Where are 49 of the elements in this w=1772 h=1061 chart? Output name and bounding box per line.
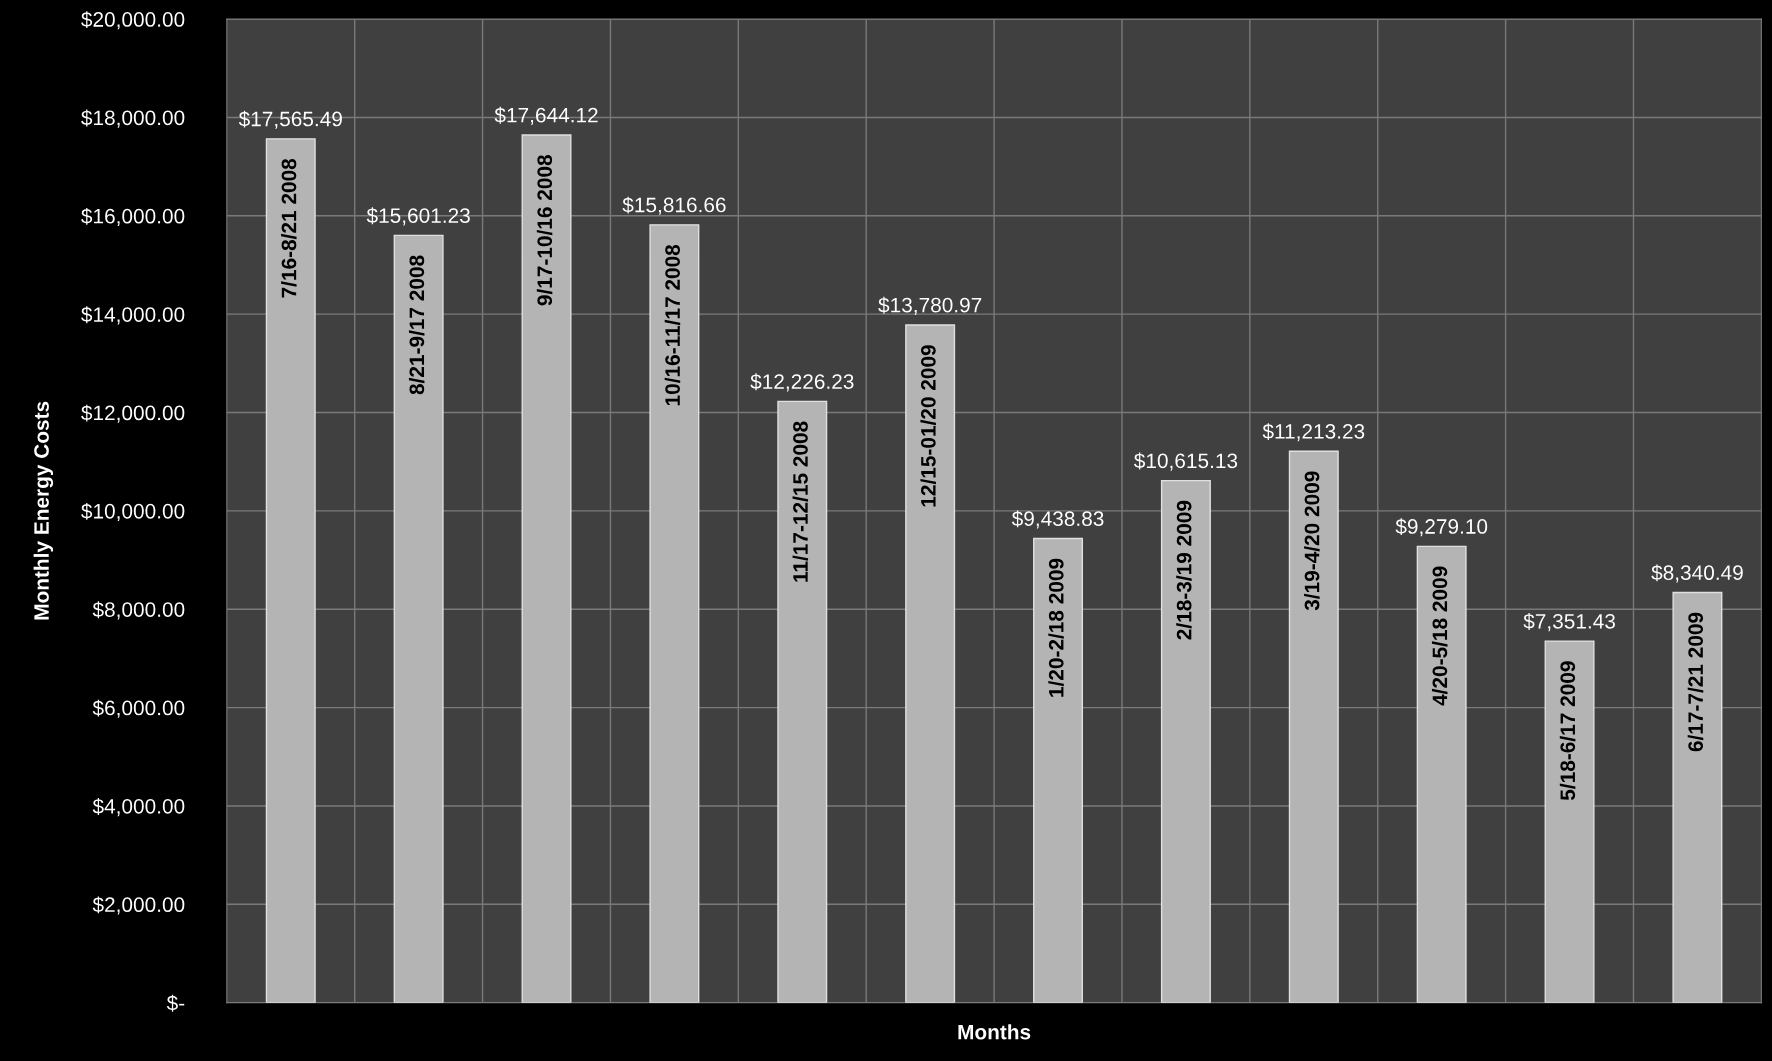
bar bbox=[393, 234, 444, 1003]
x-tick-label: 10/16-11/17 2008 bbox=[664, 244, 681, 406]
bar bbox=[265, 138, 316, 1003]
bar bbox=[1416, 545, 1467, 1003]
x-tick-label: 8/21-9/17 2008 bbox=[408, 255, 425, 395]
bar bbox=[905, 324, 956, 1003]
bar bbox=[777, 400, 828, 1003]
data-label: $7,351.43 bbox=[1523, 613, 1615, 632]
x-tick-label: 12/15-01/20 2009 bbox=[920, 345, 936, 507]
y-tick-label: $6,000.00 bbox=[92, 699, 185, 718]
bar bbox=[1033, 537, 1084, 1003]
bar bbox=[1672, 591, 1723, 1003]
data-label: $17,565.49 bbox=[238, 110, 342, 129]
y-tick-label: $2,000.00 bbox=[92, 896, 185, 915]
bar bbox=[649, 224, 700, 1003]
x-tick-label: 1/20-2/18 2009 bbox=[1048, 558, 1064, 697]
x-tick-label: 3/19-4/20 2009 bbox=[1304, 471, 1320, 611]
bar bbox=[1288, 450, 1339, 1003]
data-label: $12,226.23 bbox=[750, 373, 854, 392]
data-label: $9,279.10 bbox=[1395, 518, 1488, 537]
bar bbox=[521, 134, 572, 1003]
y-tick-label: $8,000.00 bbox=[92, 601, 185, 620]
y-tick-label: $16,000.00 bbox=[81, 207, 185, 227]
x-tick-label: 6/17-7/21 2009 bbox=[1687, 612, 1704, 752]
y-tick-label: $12,000.00 bbox=[81, 404, 185, 423]
data-label: $11,213.23 bbox=[1262, 423, 1365, 442]
y-tick-label: $- bbox=[166, 994, 185, 1012]
data-label: $10,615.13 bbox=[1134, 452, 1238, 471]
data-label: $15,601.23 bbox=[366, 207, 470, 226]
y-tick-label: $4,000.00 bbox=[92, 798, 185, 817]
y-tick-label: $10,000.00 bbox=[81, 503, 185, 522]
y-tick-label: $14,000.00 bbox=[81, 306, 185, 325]
data-label: $9,438.83 bbox=[1011, 510, 1104, 529]
x-tick-label: 9/17-10/16 2008 bbox=[536, 155, 553, 306]
y-axis-title: Monthly Energy Costs bbox=[33, 401, 54, 620]
x-tick-label: 2/18-3/19 2009 bbox=[1176, 500, 1192, 640]
x-tick-label: 11/17-12/15 2008 bbox=[792, 421, 809, 582]
x-axis-title: Months bbox=[958, 1024, 1031, 1040]
bar bbox=[1544, 640, 1595, 1003]
data-label: $8,340.49 bbox=[1651, 564, 1743, 583]
bar bbox=[1160, 479, 1211, 1003]
x-tick-label: 4/20-5/18 2009 bbox=[1431, 566, 1448, 706]
y-tick-label: $18,000.00 bbox=[81, 109, 185, 128]
x-tick-label: 5/18-6/17 2009 bbox=[1559, 661, 1576, 801]
data-label: $13,780.97 bbox=[878, 296, 982, 315]
data-label: $15,816.66 bbox=[622, 196, 726, 215]
data-label: $17,644.12 bbox=[494, 106, 598, 125]
x-tick-label: 7/16-8/21 2008 bbox=[281, 158, 297, 298]
y-tick-label: $20,000.00 bbox=[81, 11, 185, 30]
